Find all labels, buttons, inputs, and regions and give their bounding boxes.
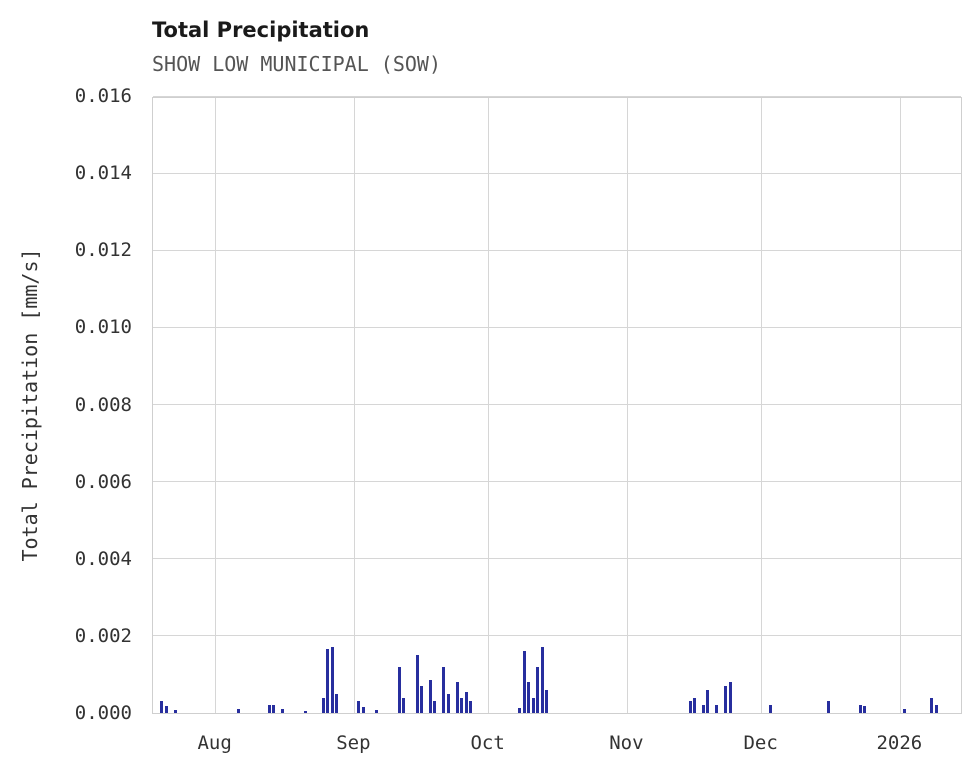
bar (540, 647, 544, 713)
bar (420, 686, 423, 713)
y-tick-label: 0.004 (74, 547, 132, 570)
bar (522, 651, 526, 713)
bar (531, 697, 535, 713)
bar (361, 707, 365, 713)
bar (357, 701, 361, 713)
x-tick-label: Dec (743, 732, 778, 754)
bar (442, 666, 446, 713)
bar (236, 709, 240, 713)
bar (706, 689, 710, 713)
bar (769, 705, 773, 713)
bar (701, 705, 705, 713)
bar (863, 706, 867, 713)
bar (858, 705, 862, 713)
bar (518, 708, 522, 713)
y-axis-ticks: 0.000 0.002 0.004 0.006 0.008 0.010 0.012 0.014… (0, 85, 140, 724)
bar (164, 706, 168, 713)
plot-area (152, 95, 962, 714)
bar (446, 693, 450, 713)
x-tick-label: Nov (609, 732, 644, 754)
gridline-x (353, 98, 355, 713)
bar (173, 709, 177, 713)
gridline-x (215, 98, 217, 713)
bar (303, 710, 307, 713)
gridline-y (153, 95, 961, 97)
bar (827, 701, 831, 713)
bar (692, 697, 696, 713)
gridline-x (626, 98, 628, 713)
y-tick-label: 0.006 (74, 470, 132, 493)
bar (464, 691, 468, 713)
y-tick-label: 0.002 (74, 624, 132, 647)
bar (460, 697, 464, 713)
bar (397, 666, 401, 713)
bar (728, 682, 732, 713)
bar (272, 704, 276, 713)
bar (281, 709, 285, 713)
bar (903, 709, 907, 713)
bar (455, 682, 459, 713)
bar (321, 697, 325, 713)
gridline-y (153, 558, 961, 560)
x-tick-label: 2026 (876, 732, 923, 754)
gridline-y (153, 249, 961, 251)
bar (375, 709, 379, 713)
bar (326, 649, 330, 713)
bar (934, 705, 938, 713)
x-tick-label: Sep (336, 732, 371, 754)
chart-subtitle: SHOW LOW MUNICIPAL (SOW) (152, 52, 441, 76)
bar (330, 647, 334, 713)
bar (469, 701, 473, 713)
y-tick-label: 0.000 (74, 702, 132, 724)
bar (715, 705, 719, 713)
x-axis-ticks: Aug Sep Oct Nov Dec 2026 (152, 732, 962, 762)
gridline-y (153, 404, 961, 405)
gridline-x (761, 98, 763, 713)
gridline-y (153, 481, 961, 483)
y-tick-label: 0.010 (74, 316, 132, 339)
bar (402, 697, 406, 713)
bar (415, 655, 419, 713)
gridline-y (153, 326, 961, 328)
bar (930, 697, 934, 713)
bar (527, 682, 531, 713)
bar (545, 689, 549, 713)
chart-title: Total Precipitation (152, 18, 370, 42)
bar (536, 666, 540, 713)
bar (724, 686, 728, 713)
x-tick-label: Aug (197, 732, 232, 754)
bar (267, 705, 271, 713)
y-tick-label: 0.012 (74, 239, 132, 262)
x-tick-label: Oct (470, 732, 505, 754)
gridline-y (153, 635, 961, 637)
y-tick-label: 0.008 (74, 393, 132, 416)
bar (334, 693, 338, 713)
bar (428, 680, 432, 713)
gridline-y (153, 172, 961, 174)
y-tick-label: 0.014 (74, 162, 132, 185)
gridline-x (488, 98, 490, 713)
bar (433, 701, 437, 713)
bar (160, 701, 164, 713)
y-tick-label: 0.016 (74, 85, 132, 107)
bar (688, 701, 692, 713)
gridline-x (899, 98, 901, 713)
